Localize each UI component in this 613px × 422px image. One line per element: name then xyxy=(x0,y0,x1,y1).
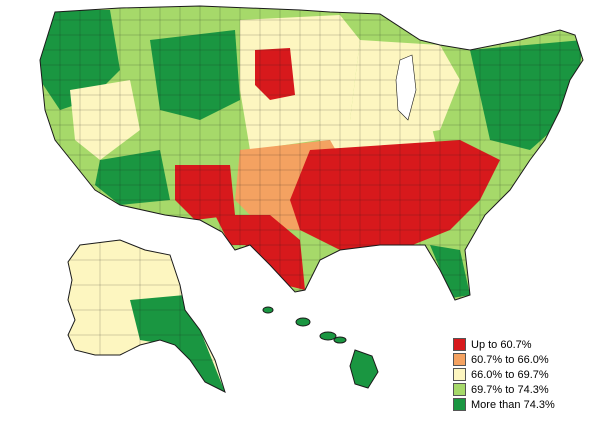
legend-item: 69.7% to 74.3% xyxy=(453,382,583,397)
southwest-green-zone xyxy=(95,150,170,205)
legend-swatch xyxy=(453,368,466,381)
legend-swatch xyxy=(453,353,466,366)
alaska-green-zone xyxy=(130,295,225,392)
legend-swatch xyxy=(453,338,466,351)
hawaii-island-oahu xyxy=(295,317,311,327)
legend-label: 69.7% to 74.3% xyxy=(471,383,549,396)
hawaii-island-molokai xyxy=(333,336,347,344)
hawaii-island-big xyxy=(349,349,379,389)
lake-michigan xyxy=(395,54,417,121)
conus-outline xyxy=(39,5,584,301)
legend: Up to 60.7% 60.7% to 66.0% 66.0% to 69.7… xyxy=(453,337,583,412)
alaska-region xyxy=(67,239,226,393)
legend-label: 66.0% to 69.7% xyxy=(471,368,549,381)
hawaii-island-kauai xyxy=(262,306,274,314)
deep-south-red-zone xyxy=(290,140,500,250)
legend-item: More than 74.3% xyxy=(453,397,583,412)
dakota-red-zone xyxy=(255,48,295,100)
legend-label: 60.7% to 66.0% xyxy=(471,353,549,366)
hawaii-island-maui xyxy=(319,331,337,341)
alaska-outline xyxy=(67,239,226,393)
legend-swatch xyxy=(453,383,466,396)
legend-label: Up to 60.7% xyxy=(471,338,532,351)
hawaii-region xyxy=(262,306,379,389)
legend-item: 66.0% to 69.7% xyxy=(453,367,583,382)
legend-label: More than 74.3% xyxy=(471,398,555,411)
legend-item: Up to 60.7% xyxy=(453,337,583,352)
legend-swatch xyxy=(453,398,466,411)
legend-item: 60.7% to 66.0% xyxy=(453,352,583,367)
rockies-dark-green-zone xyxy=(150,30,240,120)
